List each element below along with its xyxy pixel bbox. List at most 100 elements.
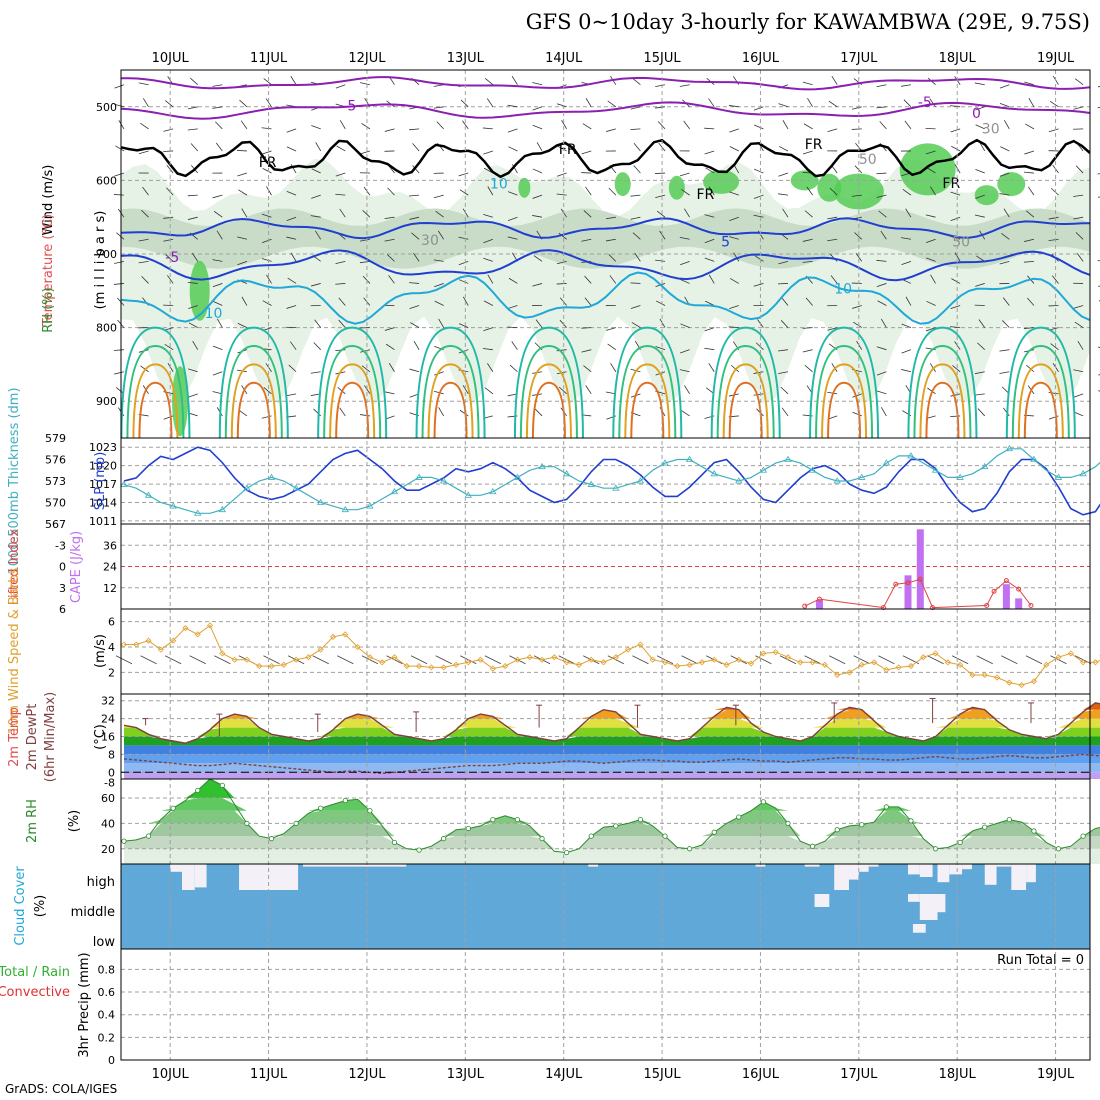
- wind10-point: [379, 659, 386, 666]
- wind10-ylabel: 10m Wind Speed & Barbs: [7, 568, 22, 735]
- wind-barb: [458, 236, 469, 240]
- upper-air-ylabel-mb: (m i l l i b a r s): [93, 211, 108, 310]
- wind-barb: [630, 305, 641, 309]
- wind-barb: [462, 385, 469, 395]
- wind-barb: [905, 296, 912, 306]
- wind-barb: [310, 215, 321, 218]
- wind-barb: [876, 346, 887, 351]
- wind-barb: [608, 254, 617, 262]
- wind-barb: [212, 345, 223, 351]
- wind-barb: [310, 283, 321, 287]
- wind-barb: [556, 283, 567, 285]
- surface-isotherm-loop: [427, 363, 474, 439]
- wind-barb: [655, 84, 666, 88]
- rh2m-y-tick: 20: [101, 843, 115, 856]
- wind-barb: [729, 305, 739, 309]
- li-point: [816, 596, 822, 602]
- wind-barb: [975, 168, 985, 174]
- wind-barb: [610, 363, 617, 372]
- wind-barb: [831, 76, 838, 85]
- surface-isotherm-loop: [323, 344, 382, 439]
- surface-isotherm-loop: [433, 381, 468, 439]
- wind-barb: [1003, 208, 1010, 218]
- wind10-point: [711, 656, 718, 663]
- wind10-point: [625, 646, 632, 653]
- wind-barb: [409, 305, 420, 309]
- wind10-point: [723, 661, 730, 668]
- wind-barb: [311, 194, 321, 199]
- li-point: [802, 603, 808, 609]
- contour-label: 10: [490, 176, 508, 192]
- cloud-clear-block: [937, 894, 946, 913]
- wind10-point: [993, 674, 1001, 681]
- cape-bar: [916, 529, 924, 609]
- wind10-point: [895, 664, 902, 671]
- wind-barb: [684, 208, 690, 218]
- date-label-top: 18JUL: [939, 51, 977, 66]
- rh2m-point: [883, 804, 889, 810]
- rh2m-point: [1055, 846, 1062, 852]
- wind-barb: [261, 127, 272, 130]
- thickness-point: [661, 459, 669, 466]
- upper-air-ylabel-wind: Wind (m/s): [41, 165, 56, 236]
- wind-barb: [927, 387, 936, 395]
- wind-barb: [952, 365, 961, 373]
- isotherm-5: [120, 217, 1090, 240]
- thickness-point: [144, 491, 153, 498]
- wind-barb: [831, 363, 838, 372]
- wind-barb: [436, 121, 444, 130]
- wind-barb: [509, 364, 518, 373]
- contour-label: FR: [559, 142, 577, 158]
- wind-barb: [261, 213, 272, 218]
- wind10-point: [366, 654, 373, 661]
- wind-barb: [1076, 253, 1084, 262]
- wind-barb: [853, 321, 862, 328]
- wind10-barb: [115, 655, 133, 665]
- precip-y-tick: 0.8: [98, 963, 116, 976]
- wind-barb: [705, 167, 715, 174]
- wind-barb: [286, 236, 297, 240]
- upper-air-ylabel-rh: RH (%): [41, 287, 56, 332]
- contour-label: 10: [205, 306, 223, 322]
- wind10-point: [674, 663, 681, 670]
- dewpt-line: [123, 753, 1100, 775]
- wind-barb: [458, 323, 469, 328]
- wind-barb: [507, 305, 518, 309]
- wind10-point: [870, 659, 878, 666]
- wind10-point: [182, 624, 189, 632]
- li-point: [917, 576, 923, 582]
- wind10-barb: [164, 655, 182, 665]
- rh-saturated-blob: [899, 143, 956, 196]
- wind-barb: [1049, 100, 1059, 108]
- wind10-point: [969, 671, 976, 679]
- thickness-point: [612, 484, 620, 491]
- wind-barb: [113, 349, 124, 351]
- li-point: [1028, 602, 1034, 608]
- upper-air-ylabel-temp: Temperature (°C): [41, 214, 56, 327]
- wind-barb: [633, 165, 641, 174]
- thickness-point: [735, 477, 743, 484]
- wind-barb: [313, 342, 321, 350]
- contour-label: FR: [942, 176, 960, 192]
- wind-barb: [557, 172, 567, 177]
- wind-barb: [1026, 364, 1035, 373]
- wind-barb: [287, 277, 297, 284]
- wind-barb: [409, 194, 420, 197]
- cloud-clear-block: [170, 864, 182, 872]
- contour-label: 10: [834, 282, 852, 298]
- wind-barb: [930, 274, 936, 284]
- wind-barb: [556, 103, 567, 108]
- wind-barb: [433, 106, 444, 109]
- wind-barb: [536, 142, 543, 152]
- wind-barb: [950, 191, 961, 196]
- date-label-bottom: 12JUL: [348, 1067, 386, 1082]
- thickness-point: [513, 473, 522, 480]
- thickness-point: [1005, 444, 1014, 452]
- wind-barb: [1024, 81, 1035, 86]
- wind10-point: [145, 637, 152, 644]
- wind-barb: [802, 238, 813, 242]
- wind10-point: [698, 659, 705, 666]
- wind-barb: [336, 145, 346, 152]
- wind-barb: [632, 78, 641, 86]
- surface-isotherm-loop: [132, 363, 179, 439]
